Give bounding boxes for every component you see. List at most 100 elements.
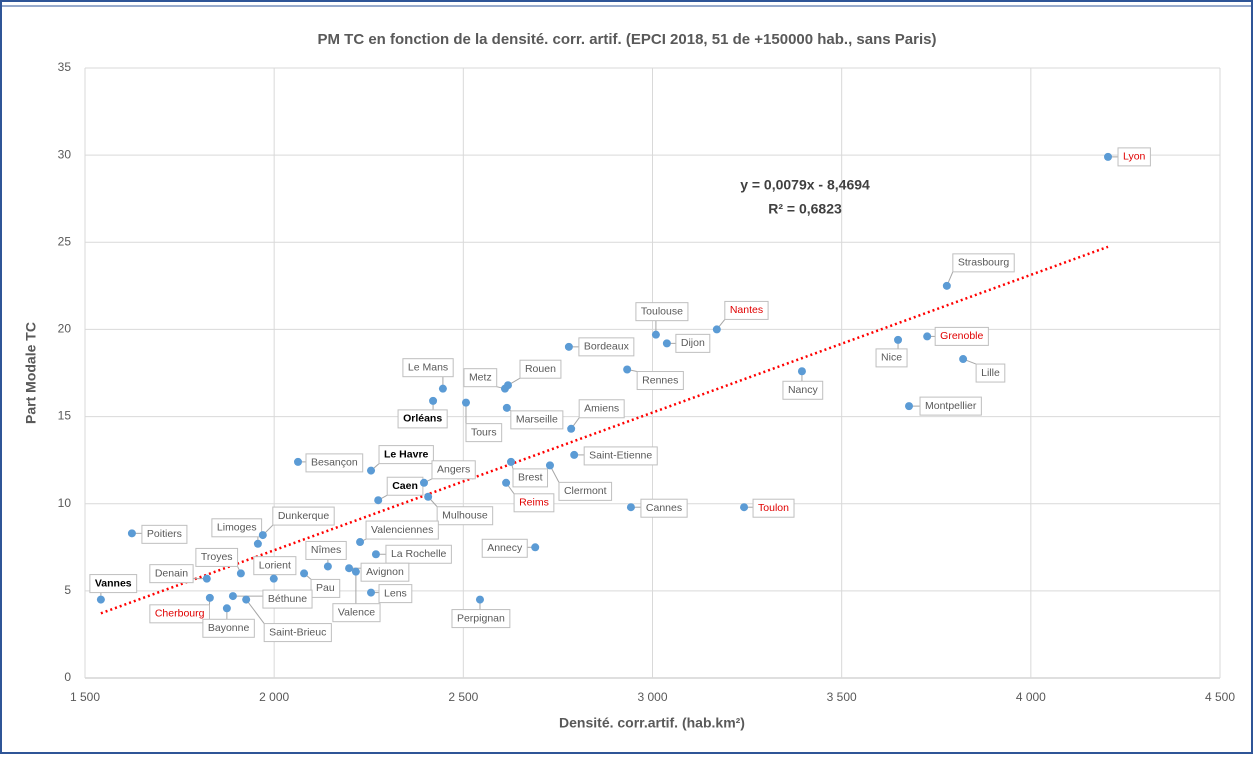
point <box>476 596 484 604</box>
point <box>203 575 211 583</box>
point <box>565 343 573 351</box>
point <box>97 596 105 604</box>
point <box>923 332 931 340</box>
point <box>531 543 539 551</box>
point-label-text: Pau <box>316 582 335 594</box>
point-label-text: Rennes <box>642 374 678 386</box>
point <box>254 540 262 548</box>
point-label-text: Grenoble <box>940 330 983 342</box>
point-label-text: Lorient <box>259 559 291 571</box>
point <box>367 589 375 597</box>
point <box>570 451 578 459</box>
point-label-text: Mulhouse <box>442 510 488 522</box>
y-tick-label: 0 <box>64 670 71 684</box>
point-label-text: Besançon <box>311 457 358 469</box>
x-tick-label: 3 000 <box>637 690 667 704</box>
point <box>128 529 136 537</box>
point <box>462 399 470 407</box>
point-label: Annecy <box>482 539 535 557</box>
point-label-text: Reims <box>519 497 549 509</box>
point-label-text: Nîmes <box>311 544 341 556</box>
point-label: La Rochelle <box>376 545 451 563</box>
point <box>663 339 671 347</box>
point-label-text: Nancy <box>788 384 819 396</box>
x-tick-label: 2 500 <box>448 690 478 704</box>
point-label-text: Dijon <box>681 337 705 349</box>
point-label-text: Poitiers <box>147 528 182 540</box>
point <box>652 331 660 339</box>
x-tick-label: 2 000 <box>259 690 289 704</box>
y-tick-label: 25 <box>58 234 72 248</box>
point-label-text: Troyes <box>201 551 233 563</box>
point <box>439 385 447 393</box>
point-label-text: Annecy <box>487 542 523 554</box>
point-label-text: Le Havre <box>384 448 429 460</box>
point <box>623 366 631 374</box>
point-label-text: Bordeaux <box>584 341 630 353</box>
point-label-text: Béthune <box>268 593 307 605</box>
x-tick-label: 1 500 <box>70 690 100 704</box>
y-tick-label: 15 <box>58 409 72 423</box>
point <box>905 402 913 410</box>
point <box>300 569 308 577</box>
point-label-text: Angers <box>437 464 470 476</box>
point-label: Grenoble <box>927 327 988 345</box>
point-label-text: Marseille <box>516 414 558 426</box>
point <box>546 461 554 469</box>
point-label-text: Denain <box>155 567 188 579</box>
y-tick-label: 5 <box>64 583 71 597</box>
point-label-text: Perpignan <box>457 612 505 624</box>
point <box>367 467 375 475</box>
point-label-text: Metz <box>469 371 492 383</box>
point-label-text: Dunkerque <box>278 510 330 522</box>
point <box>713 325 721 333</box>
x-tick-label: 3 500 <box>827 690 857 704</box>
point <box>270 575 278 583</box>
point-label: Bordeaux <box>569 338 634 356</box>
point-label-text: Toulouse <box>641 305 683 317</box>
point <box>237 569 245 577</box>
trend-r2: R² = 0,6823 <box>768 201 842 217</box>
point-label-text: Caen <box>392 480 418 492</box>
point-label-text: Cannes <box>646 502 682 514</box>
point-label-text: Rouen <box>525 363 556 375</box>
point <box>894 336 902 344</box>
point-label-text: Valenciennes <box>371 524 433 536</box>
point-label-text: Saint-Brieuc <box>269 626 326 638</box>
point-label-text: Orléans <box>403 413 442 425</box>
point <box>229 592 237 600</box>
y-tick-label: 20 <box>58 322 72 336</box>
x-tick-label: 4 000 <box>1016 690 1046 704</box>
point <box>420 479 428 487</box>
point <box>429 397 437 405</box>
y-tick-label: 10 <box>58 496 72 510</box>
point <box>294 458 302 466</box>
point <box>242 596 250 604</box>
point-label: Montpellier <box>909 397 981 415</box>
point <box>356 538 364 546</box>
point <box>374 496 382 504</box>
point <box>424 493 432 501</box>
y-axis-title: Part Modale TC <box>23 322 39 424</box>
point-label-text: Amiens <box>584 403 619 415</box>
point-label: Marseille <box>507 408 563 429</box>
y-tick-label: 30 <box>58 147 72 161</box>
chart-title: PM TC en fonction de la densité. corr. a… <box>318 31 937 48</box>
point-label-text: Valence <box>338 606 375 618</box>
point-label-text: La Rochelle <box>391 548 447 560</box>
point-label-text: Clermont <box>564 485 607 497</box>
point <box>798 367 806 375</box>
point <box>740 503 748 511</box>
point <box>959 355 967 363</box>
point-label-text: Lille <box>981 367 1000 379</box>
x-axis-title: Densité. corr.artif. (hab.km²) <box>559 715 745 731</box>
point <box>943 282 951 290</box>
point-label-text: Tours <box>471 426 497 438</box>
x-tick-label: 4 500 <box>1205 690 1235 704</box>
point-label: Besançon <box>298 454 363 472</box>
point-label-text: Le Mans <box>408 361 448 373</box>
point-label-text: Montpellier <box>925 400 977 412</box>
point <box>567 425 575 433</box>
point <box>223 604 231 612</box>
point-label-text: Toulon <box>758 502 789 514</box>
